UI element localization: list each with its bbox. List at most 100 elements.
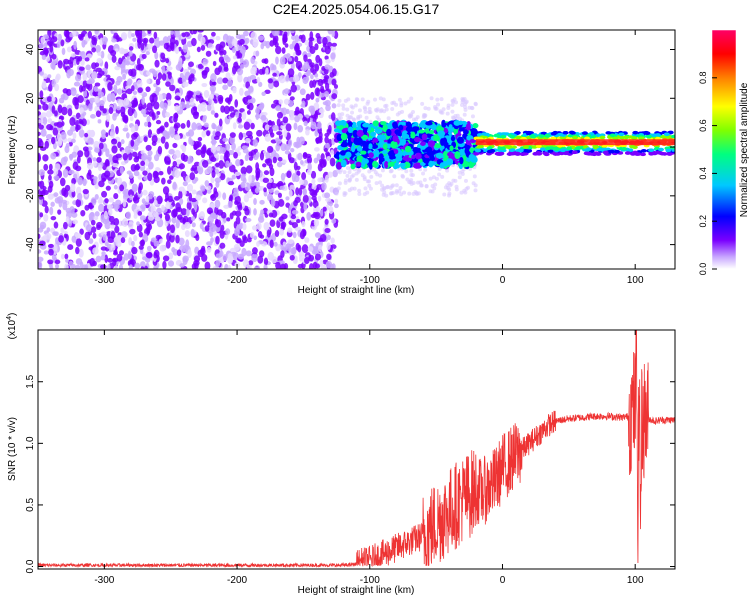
heatmap-cell bbox=[193, 145, 198, 150]
heatmap-cell bbox=[40, 129, 47, 137]
heatmap-cell bbox=[388, 191, 393, 196]
heatmap-cell bbox=[101, 251, 106, 256]
heatmap-cell bbox=[280, 124, 287, 130]
heatmap-cell bbox=[199, 211, 205, 220]
heatmap-cell bbox=[306, 52, 312, 58]
heatmap-cell bbox=[337, 98, 342, 103]
heatmap-cell bbox=[68, 169, 75, 175]
heatmap-cell bbox=[291, 34, 297, 41]
heatmap-cell bbox=[54, 75, 60, 84]
heatmap-cell bbox=[514, 131, 521, 135]
heatmap-cell bbox=[257, 35, 265, 41]
heatmap-cell bbox=[435, 97, 440, 102]
heatmap-cell bbox=[204, 261, 211, 269]
heatmap-cell bbox=[352, 117, 357, 122]
heatmap-cell bbox=[57, 104, 63, 114]
heatmap-cell bbox=[269, 239, 274, 249]
heatmap-cell bbox=[98, 203, 105, 212]
heatmap-cell bbox=[95, 44, 101, 54]
heatmap-cell bbox=[266, 145, 274, 154]
heatmap-cell bbox=[252, 38, 259, 48]
heatmap-cell bbox=[248, 175, 253, 184]
heatmap-cell bbox=[375, 115, 380, 120]
heatmap-cell bbox=[39, 221, 47, 230]
heatmap-cell bbox=[173, 134, 181, 140]
heatmap-cell bbox=[99, 99, 105, 107]
heatmap-cell bbox=[624, 151, 631, 155]
snr-border bbox=[37, 329, 676, 570]
heatmap-cell bbox=[97, 119, 102, 124]
heatmap-cell bbox=[164, 121, 169, 128]
heatmap-cell bbox=[184, 221, 191, 230]
heatmap-cell bbox=[368, 110, 373, 115]
heatmap-cell bbox=[632, 130, 639, 135]
y-tick-label: -20 bbox=[25, 188, 36, 203]
heatmap-cell bbox=[405, 126, 414, 132]
heatmap-cell bbox=[287, 227, 293, 233]
heatmap-cell bbox=[269, 132, 275, 138]
heatmap-cell bbox=[44, 34, 50, 40]
heatmap-cell bbox=[193, 260, 200, 267]
heatmap-cell bbox=[169, 126, 175, 135]
heatmap-cell bbox=[44, 140, 50, 149]
heatmap-cell bbox=[154, 51, 159, 60]
heatmap-cell bbox=[116, 177, 123, 187]
heatmap-cell bbox=[162, 260, 167, 269]
heatmap-cell bbox=[112, 30, 119, 33]
heatmap-cell bbox=[113, 193, 119, 200]
heatmap-cell bbox=[455, 113, 460, 118]
heatmap-cell bbox=[95, 255, 102, 263]
heatmap-cell bbox=[315, 137, 320, 144]
heatmap-cell bbox=[368, 152, 374, 159]
heatmap-cell bbox=[360, 97, 365, 102]
heatmap-cell bbox=[231, 38, 238, 47]
heatmap-cell bbox=[232, 55, 237, 60]
heatmap-cell bbox=[631, 136, 638, 140]
heatmap-cell bbox=[38, 153, 41, 162]
heatmap-cell bbox=[355, 161, 362, 167]
heatmap-cell bbox=[215, 131, 221, 138]
heatmap-cell bbox=[474, 148, 481, 153]
heatmap-cell bbox=[108, 197, 114, 203]
heatmap-cell bbox=[253, 208, 257, 216]
heatmap-cell bbox=[386, 143, 391, 149]
heatmap-cell bbox=[49, 125, 54, 131]
heatmap-cell bbox=[140, 160, 146, 167]
heatmap-cell bbox=[392, 135, 399, 142]
heatmap-cell bbox=[208, 152, 215, 162]
heatmap-cell bbox=[78, 66, 85, 71]
heatmap-cell bbox=[313, 246, 320, 256]
heatmap-cell bbox=[174, 95, 181, 101]
heatmap-cell bbox=[312, 200, 319, 209]
heatmap-cell bbox=[145, 86, 151, 93]
heatmap-cell bbox=[223, 105, 230, 115]
heatmap-cell bbox=[238, 132, 244, 141]
heatmap-cell bbox=[449, 145, 454, 152]
heatmap-cell bbox=[599, 135, 606, 140]
heatmap-cell bbox=[229, 194, 233, 200]
heatmap-cell bbox=[443, 152, 448, 158]
heatmap-cell bbox=[71, 138, 76, 144]
heatmap-cell bbox=[389, 155, 395, 160]
heatmap-cell bbox=[403, 161, 411, 169]
heatmap-cell bbox=[301, 244, 309, 254]
heatmap-cell bbox=[308, 254, 315, 262]
heatmap-cell bbox=[361, 157, 367, 166]
heatmap-cell bbox=[65, 88, 72, 96]
heatmap-cell bbox=[335, 120, 342, 127]
heatmap-cell bbox=[493, 133, 500, 138]
heatmap-cell bbox=[80, 209, 86, 217]
heatmap-cell bbox=[87, 138, 92, 145]
heatmap-cell bbox=[538, 134, 545, 138]
heatmap-cell bbox=[595, 133, 602, 137]
heatmap-cell bbox=[390, 107, 395, 112]
heatmap-cell bbox=[77, 33, 83, 40]
heatmap-cell bbox=[225, 228, 231, 235]
heatmap-cell bbox=[174, 105, 180, 112]
heatmap-cell bbox=[289, 254, 295, 261]
heatmap-cell bbox=[233, 227, 240, 237]
heatmap-cell bbox=[88, 202, 93, 208]
heatmap-cell bbox=[283, 129, 288, 138]
heatmap-cell bbox=[312, 261, 318, 269]
heatmap-cell bbox=[67, 244, 74, 251]
